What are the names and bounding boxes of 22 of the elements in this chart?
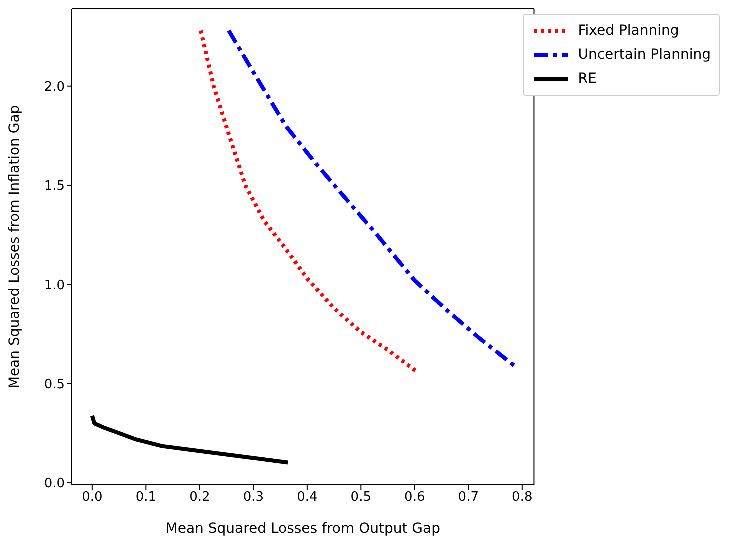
y-tick-label: 1.5 — [44, 179, 65, 194]
legend-label: Uncertain Planning — [578, 47, 711, 63]
line-series — [198, 28, 420, 374]
y-tick-label: 0.0 — [44, 476, 65, 492]
x-axis-title: Mean Squared Losses from Output Gap — [166, 521, 441, 537]
x-tick-label: 0.8 — [512, 490, 533, 506]
line-series — [90, 414, 290, 465]
x-tick-label: 0.3 — [243, 490, 264, 506]
x-tick-label: 0.1 — [136, 490, 157, 506]
x-tick-label: 0.2 — [190, 490, 210, 506]
x-tick-label: 0.6 — [404, 490, 426, 506]
legend-label: RE — [578, 71, 597, 87]
legend-label: Fixed Planning — [578, 23, 680, 39]
y-tick-label: 2.0 — [44, 80, 65, 95]
y-axis-title: Mean Squared Losses from Inflation Gap — [6, 105, 23, 389]
x-tick-label: 0.0 — [82, 490, 103, 506]
y-tick-label: 0.5 — [44, 377, 65, 392]
line-series — [226, 28, 518, 369]
x-tick-label: 0.4 — [297, 490, 318, 506]
x-tick-label: 0.7 — [458, 490, 479, 506]
x-tick-label: 0.5 — [350, 490, 372, 506]
y-tick-label: 1.0 — [44, 278, 65, 294]
